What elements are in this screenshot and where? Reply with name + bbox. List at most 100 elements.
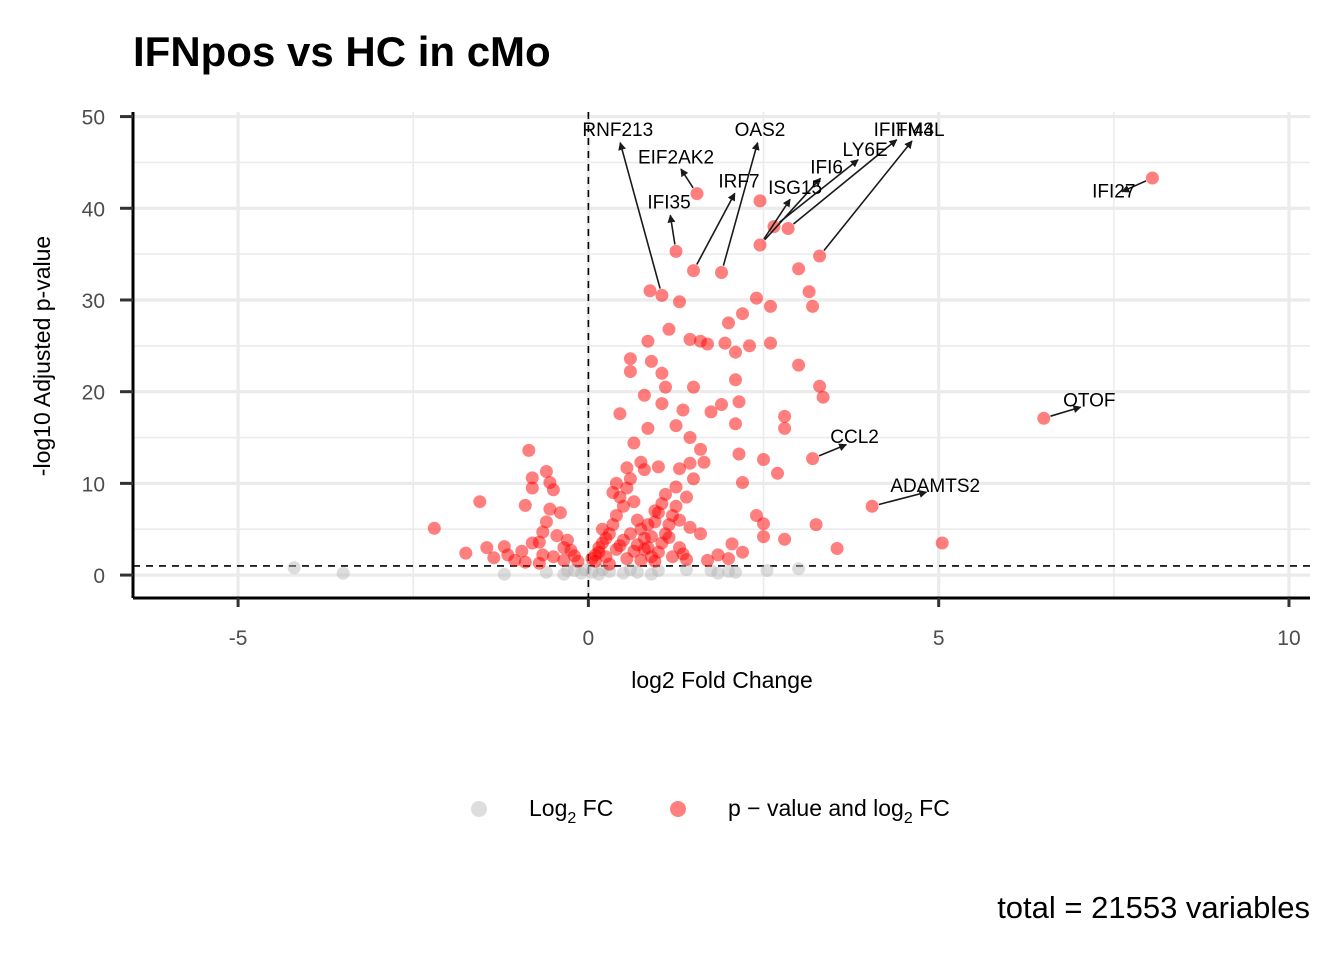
data-point-ns [585,565,599,579]
data-point-sig [553,506,567,520]
data-point-sig [539,465,553,478]
gene-label-irf7: IRF7 [718,171,759,192]
connector-eif2ak2 [680,168,694,189]
data-point-ns [722,564,735,578]
gene-label-ccl2: CCL2 [830,427,879,448]
data-point-ns [711,566,725,580]
data-point-sig [641,334,655,348]
data-point-sig [550,529,564,543]
data-point-sig [792,358,806,372]
data-point-sig [694,527,707,541]
data-point-sig [687,380,700,394]
data-point-ns [644,567,658,581]
data-point-sig [813,249,827,263]
data-point-ns [792,562,806,576]
axis-ticks: -5 0 5 10 0 10 20 30 40 50 [82,107,1301,650]
data-point-sig [764,336,777,350]
data-point-sig [683,431,697,444]
data-point-ns [539,565,553,579]
connector-irf7 [696,192,736,265]
gene-label-otof: OTOF [1063,391,1115,412]
data-point-sig [680,490,693,504]
gene-label-ifitm3: IFITM3 [874,120,934,141]
gene-label-ifi35: IFI35 [647,192,690,213]
data-point-sig [539,515,553,529]
data-point-sig [753,238,767,252]
data-point-sig [687,264,700,278]
data-point-sig [609,476,623,490]
legend-label-ns: Log2 FC [529,795,613,827]
data-point-sig [641,421,655,435]
data-point-ns [630,565,644,579]
data-point-ns [592,567,606,581]
data-point-ns [729,565,742,579]
caption: total = 21553 variables [997,890,1310,925]
data-point-sig [736,307,749,321]
data-point-sig [518,498,532,512]
gene-label-rnf213: RNF213 [582,120,653,141]
data-point-sig [676,403,690,417]
data-point-sig [643,284,657,298]
x-axis-label: log2 Fold Change [631,667,813,693]
axes [131,112,1310,600]
x-tick-label: 0 [583,627,595,650]
data-point-sig [715,398,728,411]
data-point-sig [546,483,560,497]
data-point-ns [557,567,571,581]
data-point-sig [673,462,686,476]
data-point-sig [662,322,676,336]
y-tick-label: 0 [93,565,105,588]
data-point-sig [644,530,658,544]
data-point-sig [560,533,574,547]
legend: Log2 FC p − value and log2 FC [471,795,950,827]
data-point-sig [602,557,616,571]
threshold-lines [133,112,1310,598]
data-point-sig [620,461,634,475]
data-points [287,171,1159,581]
data-point-sig [750,291,763,305]
data-point-sig [613,539,627,553]
data-point-sig [809,518,823,532]
data-point-sig [515,544,529,558]
data-point-sig [683,332,697,346]
data-point-sig [697,455,711,469]
data-point-sig [623,472,637,486]
connector-ccl2 [818,443,848,457]
data-point-sig [487,551,501,565]
data-point-sig [736,545,749,559]
gene-label-oas2: OAS2 [735,120,786,141]
y-tick-label: 10 [82,473,105,496]
data-point-sig [522,443,536,457]
data-point-sig [525,471,539,485]
data-point-sig [623,352,637,366]
data-point-sig [651,460,665,474]
gene-label-ifi27: IFI27 [1092,181,1135,202]
data-point-sig [637,463,651,477]
data-point-sig [764,299,777,313]
data-point-sig [459,546,473,560]
data-point-ns [760,564,774,577]
connector-ifi6 [764,177,822,241]
data-point-ns [560,564,574,577]
data-point-sig [655,397,669,411]
y-tick-label: 20 [82,382,105,405]
data-point-sig [757,453,770,466]
data-point-sig [722,316,735,330]
data-point-sig [694,442,707,456]
data-point-sig [711,548,725,562]
data-point-sig [659,380,672,394]
data-point-sig [715,266,728,279]
data-point-sig [571,554,585,568]
data-point-sig [725,537,739,551]
data-point-sig [771,466,784,480]
grid-major [133,112,1310,598]
data-point-sig [669,419,683,433]
connector-otof [1050,405,1082,417]
gene-label-isg15: ISG15 [768,178,822,199]
data-point-sig [532,556,546,570]
data-point-ns [616,566,630,580]
y-tick-label: 50 [82,107,105,130]
data-point-sig [669,480,683,494]
data-point-sig [473,495,487,509]
data-point-sig [673,295,686,309]
